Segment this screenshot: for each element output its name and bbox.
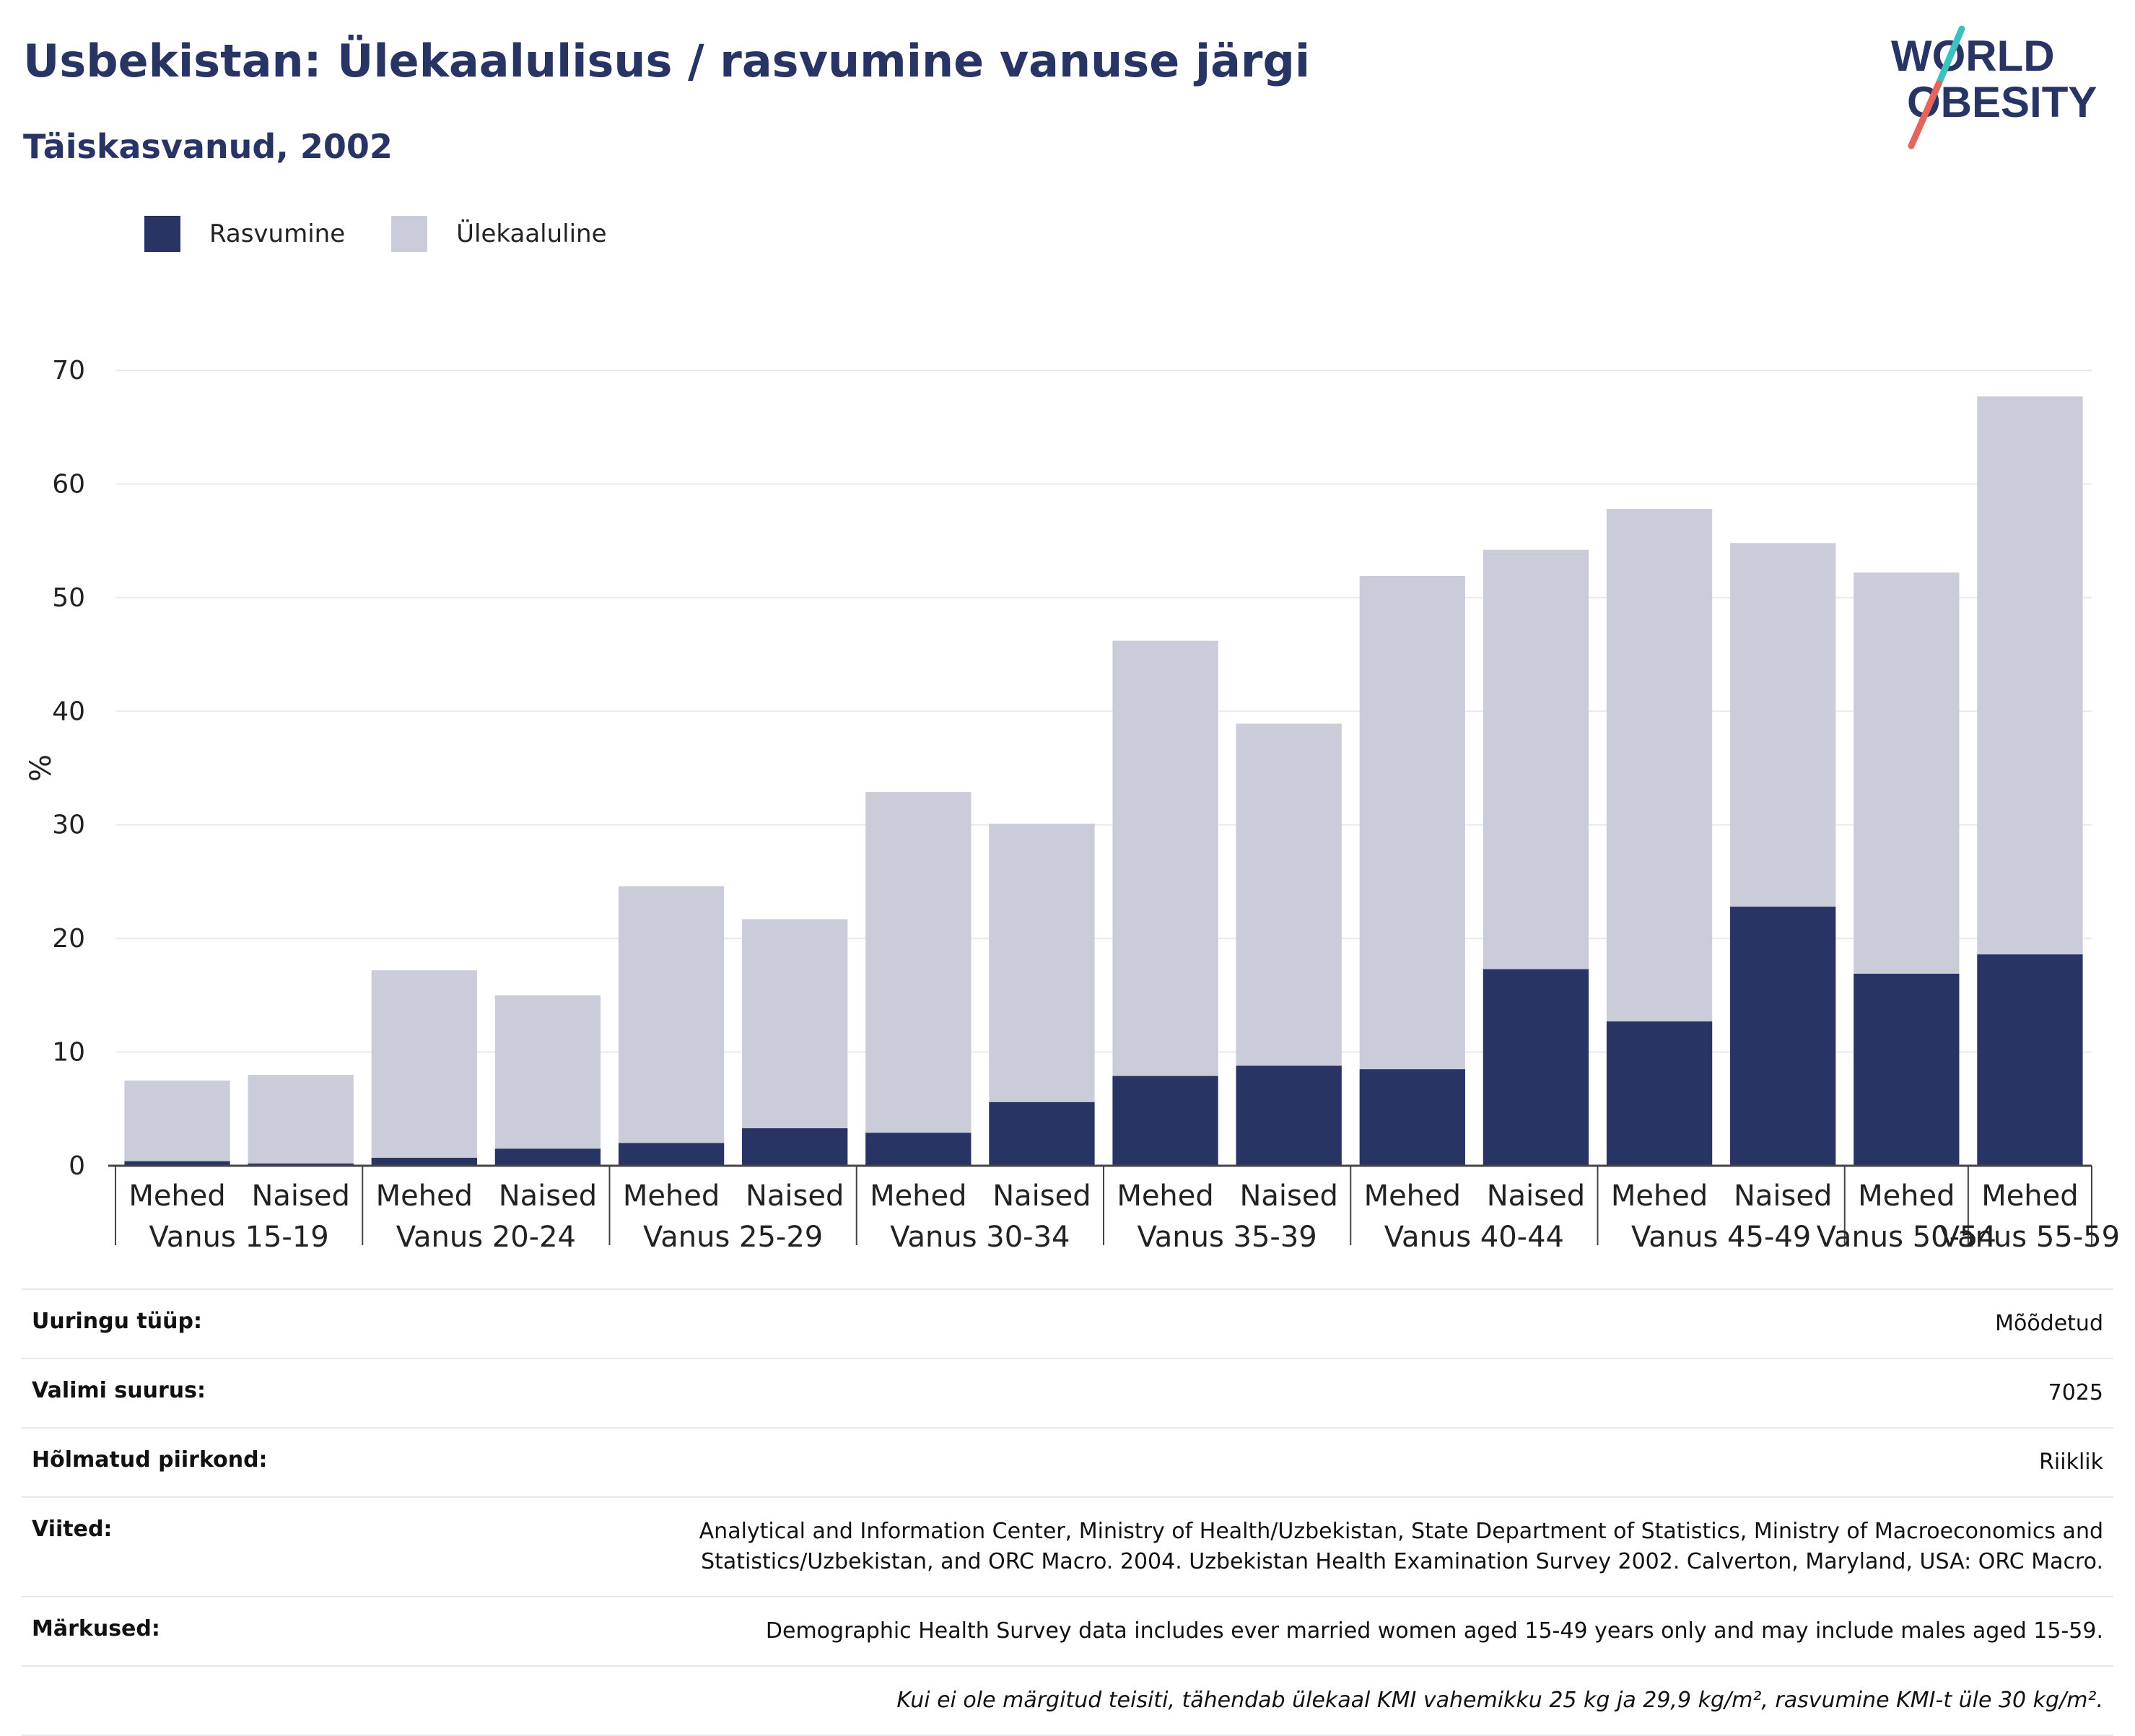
bar-overweight [1606, 509, 1713, 1022]
info-value: Riiklik [2039, 1449, 2103, 1475]
legend-label-obesity: Rasvumine [209, 219, 346, 248]
info-value: Mõõdetud [1995, 1311, 2103, 1336]
info-label: Märkused: [32, 1616, 160, 1641]
info-label: Viited: [32, 1517, 113, 1542]
info-label: Uuringu tüüp: [32, 1309, 202, 1334]
x-tick-label-sex: Mehed [128, 1179, 225, 1213]
x-tick-label-sex: Naised [1239, 1179, 1337, 1213]
x-tick-label-sex: Mehed [1981, 1179, 2078, 1213]
bar-overweight [618, 886, 725, 1143]
x-group-label: Vanus 35-39 [1137, 1221, 1317, 1254]
bar-obesity [371, 1157, 477, 1166]
bar-obesity [618, 1143, 725, 1166]
x-tick-label-sex: Naised [746, 1179, 844, 1213]
x-group-label: Vanus 30-34 [890, 1221, 1070, 1254]
legend-item-obesity[interactable]: Rasvumine [144, 216, 345, 252]
x-tick-label-sex: Mehed [870, 1179, 966, 1213]
y-tick-label: 70 [52, 356, 85, 385]
bar-obesity [742, 1128, 848, 1166]
logo-text-world: WORLD [1891, 32, 2055, 80]
legend-label-overweight: Ülekaaluline [456, 219, 607, 248]
bar-overweight [1977, 396, 2083, 955]
info-value: Demographic Health Survey data includes … [765, 1618, 2103, 1644]
bar-obesity [1606, 1021, 1713, 1166]
x-group-label: Vanus 50-54 [1817, 1221, 1996, 1254]
y-tick-label: 0 [69, 1151, 85, 1181]
y-tick-label: 30 [52, 811, 85, 840]
bar-obesity [1112, 1076, 1218, 1166]
bar-overweight [742, 919, 848, 1129]
x-tick-label-sex: Mehed [1117, 1179, 1213, 1213]
x-tick-label-sex: Mehed [1364, 1179, 1461, 1213]
y-tick-label: 60 [52, 469, 85, 499]
x-group-label: Vanus 55-59 [1940, 1221, 2120, 1254]
x-tick-label-sex: Naised [499, 1179, 597, 1213]
info-label: Valimi suurus: [32, 1378, 206, 1403]
bar-overweight [865, 792, 972, 1133]
world-obesity-logo: WORLD OBESITY [1891, 25, 2097, 149]
x-group-label: Vanus 25-29 [643, 1221, 823, 1254]
bar-overweight [494, 995, 601, 1149]
info-row-references: Viited: Analytical and Information Cente… [22, 1496, 2113, 1596]
bar-overweight [1483, 549, 1589, 969]
chart-title: Usbekistan: Ülekaalulisus / rasvumine va… [23, 35, 1311, 87]
info-value: 7025 [2048, 1380, 2103, 1405]
bar-obesity [989, 1102, 1095, 1166]
bar-obesity [1236, 1065, 1342, 1166]
y-axis-label: % [25, 754, 58, 782]
bar-obesity [865, 1133, 972, 1166]
bar-obesity [1854, 973, 1960, 1166]
info-row-footnote: Kui ei ole märgitud teisiti, tähendab ül… [22, 1665, 2113, 1736]
bar-overweight [1730, 543, 1836, 907]
x-group-label: Vanus 20-24 [396, 1221, 576, 1254]
y-tick-label: 20 [52, 924, 85, 954]
x-tick-label-sex: Naised [1734, 1179, 1832, 1213]
x-group-label: Vanus 45-49 [1631, 1221, 1811, 1254]
bar-chart: 0 10 20 30 40 50 60 70% Mehed Naised Mehed Naised Me… [25, 356, 2120, 1254]
bar-overweight [1359, 575, 1465, 1070]
x-group-label: Vanus 40-44 [1384, 1221, 1564, 1254]
bar-overweight [989, 824, 1095, 1102]
legend-swatch-obesity [144, 216, 180, 252]
info-row-survey-type: Uuringu tüüp: Mõõdetud [22, 1288, 2113, 1358]
info-row-sample-size: Valimi suurus: 7025 [22, 1358, 2113, 1427]
y-tick-label: 40 [52, 697, 85, 726]
chart-legend: Rasvumine Ülekaaluline [144, 214, 653, 254]
logo-slash-teal [1935, 25, 1965, 87]
logo-slash-red [1908, 80, 1942, 149]
x-tick-label-sex: Mehed [376, 1179, 473, 1213]
bar-obesity [248, 1163, 354, 1166]
bar-obesity [1977, 954, 2083, 1166]
x-tick-label-sex: Naised [1487, 1179, 1585, 1213]
info-table: Uuringu tüüp: Mõõdetud Valimi suurus: 70… [22, 1288, 2113, 1736]
bar-obesity [1483, 969, 1589, 1166]
legend-swatch-overweight [391, 216, 428, 252]
bar-overweight [1854, 572, 1960, 974]
info-row-coverage: Hõlmatud piirkond: Riiklik [22, 1427, 2113, 1496]
info-value: Analytical and Information Center, Minis… [699, 1519, 2103, 1574]
bar-obesity [1359, 1069, 1465, 1166]
info-row-notes: Märkused: Demographic Health Survey data… [22, 1596, 2113, 1665]
bar-overweight [124, 1080, 230, 1161]
x-group-label: Vanus 15-19 [149, 1221, 328, 1254]
bar-overweight [1236, 723, 1342, 1066]
bar-overweight [1112, 640, 1218, 1076]
bar-obesity [494, 1148, 601, 1166]
bar-overweight [248, 1075, 354, 1164]
y-tick-label: 10 [52, 1038, 85, 1068]
y-tick-label: 50 [52, 583, 85, 613]
bar-obesity [1730, 907, 1836, 1166]
bar-obesity [124, 1161, 230, 1166]
info-label: Hõlmatud piirkond: [32, 1447, 268, 1473]
footnote: Kui ei ole märgitud teisiti, tähendab ül… [896, 1688, 2103, 1713]
x-tick-label-sex: Naised [992, 1179, 1091, 1213]
bar-overweight [371, 970, 477, 1158]
x-tick-label-sex: Naised [251, 1179, 349, 1213]
chart-subtitle: Täiskasvanud, 2002 [23, 127, 393, 166]
x-tick-label-sex: Mehed [1858, 1179, 1955, 1213]
legend-item-overweight[interactable]: Ülekaaluline [391, 216, 607, 252]
x-tick-label-sex: Mehed [623, 1179, 720, 1213]
x-tick-label-sex: Mehed [1611, 1179, 1708, 1213]
